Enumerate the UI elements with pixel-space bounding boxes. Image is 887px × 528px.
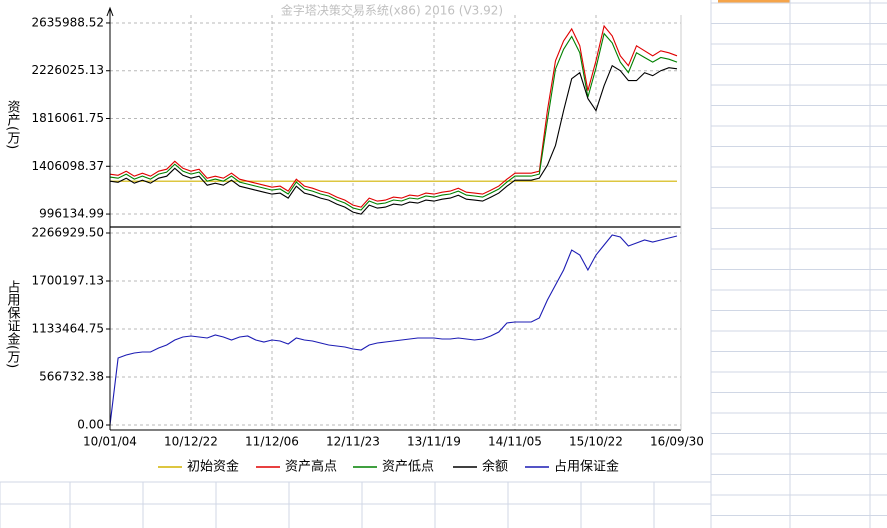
y-axis-arrow [106, 6, 114, 17]
y-tick-label: 2226025.13 [31, 63, 104, 77]
window-title: 金字塔决策交易系统(x86) 2016 (V3.92) [281, 3, 503, 18]
x-tick-label: 14/11/05 [488, 435, 542, 449]
x-tick-label: 16/09/30 [650, 435, 704, 449]
x-tick-label: 12/11/23 [326, 435, 380, 449]
series-line [109, 24, 678, 208]
x-tick-label: 13/11/19 [407, 435, 461, 449]
y-axis-label: 资产(万) [5, 100, 21, 149]
legend-label: 初始资金 [187, 459, 239, 475]
legend-label: 余额 [482, 459, 508, 475]
y-tick-label: 996134.99 [39, 207, 104, 221]
x-tick-label: 10/01/04 [83, 435, 137, 449]
y-tick-label: 0.00 [77, 417, 104, 431]
series-line [109, 32, 678, 211]
y-tick-label: 566732.38 [39, 369, 104, 383]
x-tick-label: 10/12/22 [164, 435, 218, 449]
series-line [109, 64, 678, 215]
y-tick-label: 1133464.75 [31, 321, 104, 335]
y-tick-label: 2266929.50 [31, 225, 104, 239]
y-axis-label: 占用保证金(万) [5, 280, 21, 368]
y-tick-label: 1816061.75 [31, 111, 104, 125]
series-line [109, 234, 678, 426]
legend-label: 资产低点 [382, 460, 434, 475]
legend-label: 占用保证金 [554, 459, 619, 475]
legend-label: 资产高点 [285, 459, 337, 475]
y-tick-label: 2635988.52 [31, 15, 104, 29]
x-tick-label: 15/10/22 [569, 435, 623, 449]
y-tick-label: 1406098.37 [31, 159, 104, 173]
x-tick-label: 11/12/06 [245, 435, 299, 449]
y-tick-label: 1700197.13 [31, 273, 104, 287]
selected-cell [718, 0, 790, 3]
